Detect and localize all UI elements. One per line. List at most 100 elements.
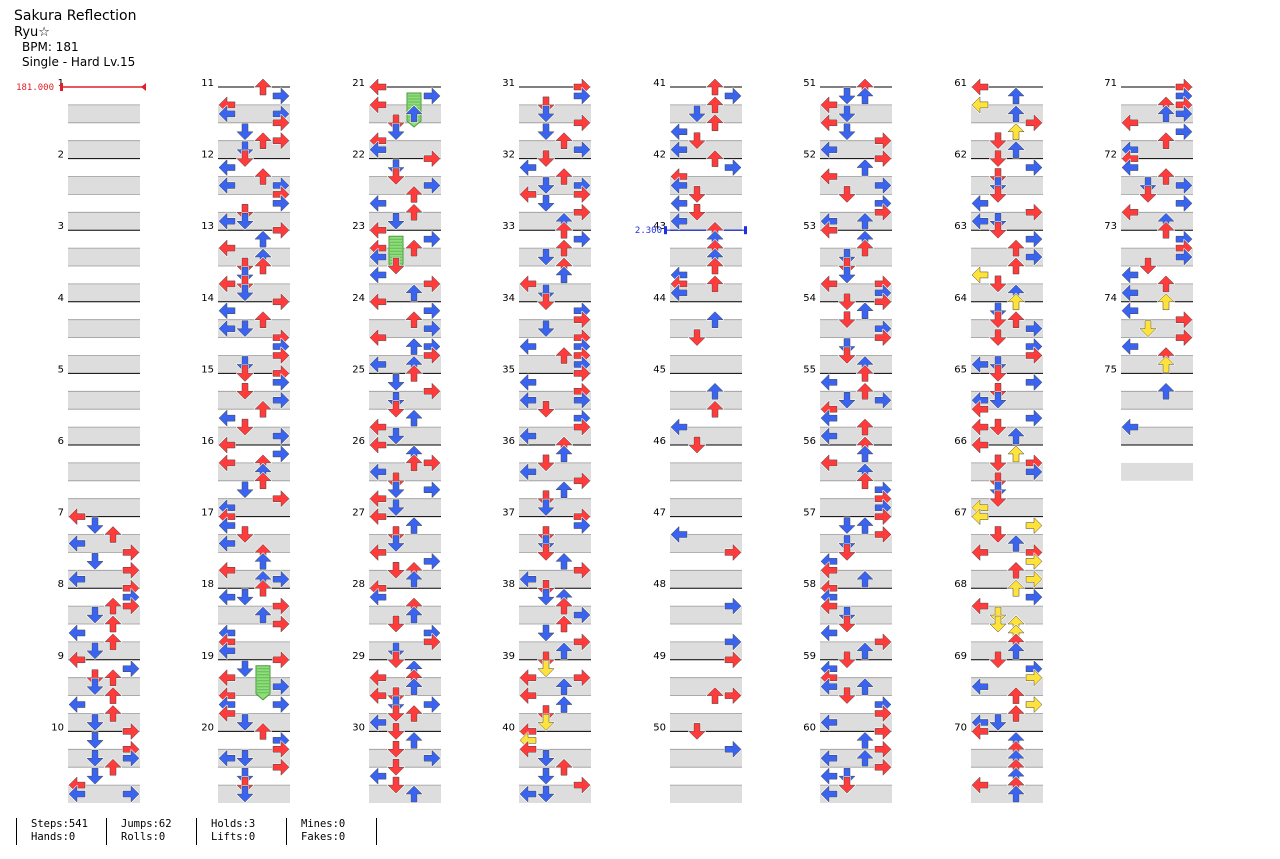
arrow-up-note: [104, 615, 122, 633]
arrow-right-note: [874, 507, 892, 526]
arrow-right-note: [573, 668, 591, 687]
arrow-down-note: [236, 149, 254, 168]
beat-band: [68, 391, 140, 410]
beat-band: [68, 606, 140, 624]
arrow-down-note: [838, 776, 856, 794]
arrow-left-note: [218, 561, 236, 580]
beat-band: [369, 713, 441, 732]
beat-band: [971, 391, 1043, 410]
beat-band: [670, 319, 742, 338]
beat-band: [820, 570, 892, 589]
arrow-right-note: [573, 140, 591, 159]
arrow-down-note: [989, 615, 1007, 633]
bpm-change-tick: [60, 83, 63, 91]
arrow-down-note: [989, 167, 1007, 186]
beat-band: [820, 248, 892, 266]
arrow-right-note: [423, 87, 441, 105]
arrow-up-note: [254, 78, 272, 96]
measure-number: 60: [803, 722, 816, 733]
beat-band: [971, 104, 1043, 123]
beat-band: [369, 176, 441, 195]
song-artist: Ryu☆: [14, 24, 50, 40]
beat-band: [1121, 140, 1193, 159]
beat-band: [971, 176, 1043, 195]
arrow-right-note: [1025, 516, 1043, 535]
arrow-up-note: [706, 96, 724, 114]
arrow-left-note: [218, 534, 236, 553]
beat-band: [1121, 283, 1193, 302]
arrow-up-note: [1157, 355, 1175, 374]
beat-band: [218, 391, 290, 410]
arrow-down-note: [537, 149, 555, 168]
beat-band: [820, 391, 892, 410]
arrow-up-note: [1007, 534, 1025, 553]
arrow-left-note: [971, 722, 989, 741]
beat-band: [519, 355, 591, 374]
arrow-up-note: [1007, 686, 1025, 705]
measure-number: 28: [352, 579, 365, 590]
arrow-up-note: [405, 516, 423, 535]
arrow-left-note: [68, 785, 86, 803]
arrow-down-note: [989, 364, 1007, 383]
arrow-up-note: [254, 552, 272, 571]
arrow-down-note: [387, 373, 405, 392]
arrow-right-note: [724, 686, 742, 705]
arrow-down-note: [86, 731, 104, 750]
arrow-right-note: [1025, 114, 1043, 132]
arrow-up-note: [1157, 105, 1175, 123]
arrow-right-note: [272, 114, 290, 132]
arrow-left-note: [971, 212, 989, 231]
beat-band: [68, 355, 140, 374]
arrow-left-note: [218, 454, 236, 472]
arrow-down-note: [236, 418, 254, 436]
arrow-up-note: [405, 185, 423, 204]
arrow-down-note: [387, 776, 405, 794]
arrow-down-note: [236, 382, 254, 401]
arrow-up-note: [856, 158, 874, 177]
arrow-right-note: [573, 471, 591, 490]
arrow-up-note: [254, 579, 272, 598]
arrow-up-note: [254, 230, 272, 248]
arrow-left-note: [820, 427, 838, 445]
arrow-up-note: [856, 418, 874, 436]
beat-band: [1121, 391, 1193, 410]
beat-band: [218, 785, 290, 803]
beat-band: [519, 104, 591, 123]
bpm-change-end: [141, 83, 146, 91]
arrow-right-note: [573, 185, 591, 204]
arrow-right-note: [1175, 248, 1193, 266]
beat-band: [820, 319, 892, 338]
measure-number: 27: [352, 508, 365, 519]
measure-number: 55: [803, 364, 816, 375]
arrow-left-note: [218, 409, 236, 427]
arrow-left-note: [820, 749, 838, 768]
arrow-left-note: [971, 507, 989, 526]
beat-band: [820, 534, 892, 553]
arrow-up-note: [856, 677, 874, 696]
arrow-down-note: [989, 149, 1007, 168]
measure-number: 29: [352, 651, 365, 662]
arrow-left-note: [218, 668, 236, 687]
arrow-right-note: [122, 543, 140, 562]
arrow-left-note: [519, 740, 537, 759]
beat-band: [68, 641, 140, 660]
arrow-down-note: [537, 292, 555, 311]
arrow-up-note: [405, 606, 423, 624]
arrow-down-note: [688, 436, 706, 454]
beat-band: [519, 176, 591, 195]
measure-number: 9: [58, 651, 64, 662]
arrow-up-note: [706, 400, 724, 419]
measure-number: 34: [502, 293, 515, 304]
beat-band: [218, 355, 290, 374]
arrow-right-note: [573, 230, 591, 248]
arrow-up-note: [856, 78, 874, 96]
arrow-left-note: [218, 642, 236, 660]
arrow-left-note: [369, 248, 387, 266]
arrow-left-note: [68, 534, 86, 553]
arrow-down-note: [688, 105, 706, 123]
arrow-right-note: [423, 346, 441, 365]
arrow-down-note: [989, 713, 1007, 732]
arrow-right-note: [272, 650, 290, 669]
arrow-left-note: [218, 275, 236, 293]
measure-number: 73: [1104, 221, 1117, 232]
